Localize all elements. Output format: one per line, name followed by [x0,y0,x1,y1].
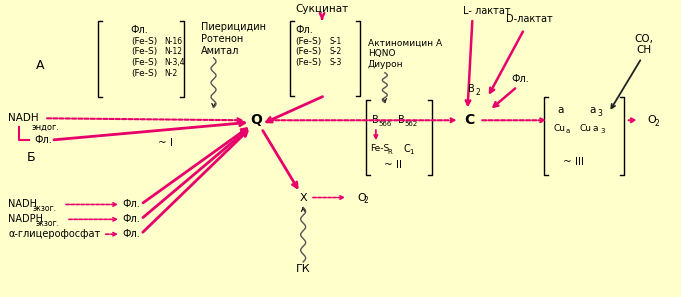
Text: CH: CH [636,45,651,55]
Text: Фл.: Фл. [131,25,148,35]
Text: 2: 2 [654,119,659,128]
Text: N-16: N-16 [165,37,183,45]
Text: Фл.: Фл. [122,200,140,209]
Text: NADH: NADH [8,113,39,123]
Text: O: O [357,192,366,203]
Text: ~ II: ~ II [384,160,402,170]
Text: (Fe-S): (Fe-S) [295,58,321,67]
Text: ГК: ГК [296,264,311,274]
Text: экзог.: экзог. [32,204,57,213]
Text: 562: 562 [405,121,418,127]
Text: ~ III: ~ III [563,157,584,167]
Text: X: X [300,192,307,203]
Text: эндог.: эндог. [31,123,59,132]
Text: Фл.: Фл. [511,74,529,84]
Text: NADH: NADH [8,200,37,209]
Text: Сукцинат: Сукцинат [296,4,349,14]
Text: С: С [464,113,475,127]
Text: 2: 2 [475,88,480,97]
Text: А: А [36,59,45,72]
Text: 566: 566 [379,121,392,127]
Text: Амитал: Амитал [201,46,239,56]
Text: a: a [566,128,570,134]
Text: Фл.: Фл. [295,25,313,35]
Text: Cu: Cu [579,124,591,133]
Text: (Fe-S): (Fe-S) [131,69,157,78]
Text: a: a [593,124,599,133]
Text: S-2: S-2 [329,48,341,56]
Text: ~ I: ~ I [158,138,173,148]
Text: 3: 3 [600,128,605,134]
Text: a: a [589,105,595,115]
Text: (Fe-S): (Fe-S) [295,48,321,56]
Text: Q: Q [251,113,262,127]
Text: Пиерицидин: Пиерицидин [201,22,266,32]
Text: O: O [648,115,656,125]
Text: a: a [557,105,563,115]
Text: Актиномицин А: Актиномицин А [368,39,442,48]
Text: B: B [398,115,405,125]
Text: Б: Б [27,151,35,165]
Text: B: B [469,83,475,94]
Text: HQNO: HQNO [368,49,396,59]
Text: Фл.: Фл. [34,135,52,145]
Text: R: R [387,149,392,155]
Text: Диурон: Диурон [368,60,404,69]
Text: L- лактат: L- лактат [462,6,510,16]
Text: N-12: N-12 [165,48,183,56]
Text: N-2: N-2 [165,69,178,78]
Text: CO,: CO, [634,34,653,44]
Text: α-глицерофосфат: α-глицерофосфат [8,229,101,239]
Text: Cu: Cu [553,124,565,133]
Text: NADPH: NADPH [8,214,44,224]
Text: Фл.: Фл. [122,214,140,224]
Text: (Fe-S): (Fe-S) [295,37,321,45]
Text: S-3: S-3 [329,58,341,67]
Text: Ротенон: Ротенон [201,34,243,44]
Text: N-3,4: N-3,4 [165,58,185,67]
Text: C: C [404,144,411,154]
Text: (Fe-S): (Fe-S) [131,48,157,56]
Text: B: B [372,115,379,125]
Text: 2: 2 [364,196,368,205]
Text: D-лактат: D-лактат [506,14,553,24]
Text: экзог.: экзог. [35,219,59,228]
Text: S-1: S-1 [329,37,341,45]
Text: (Fe-S): (Fe-S) [131,58,157,67]
Text: Fe-S: Fe-S [370,145,389,154]
Text: 1: 1 [410,149,414,155]
Text: (Fe-S): (Fe-S) [131,37,157,45]
Text: Фл.: Фл. [122,229,140,239]
Text: 3: 3 [597,109,602,118]
